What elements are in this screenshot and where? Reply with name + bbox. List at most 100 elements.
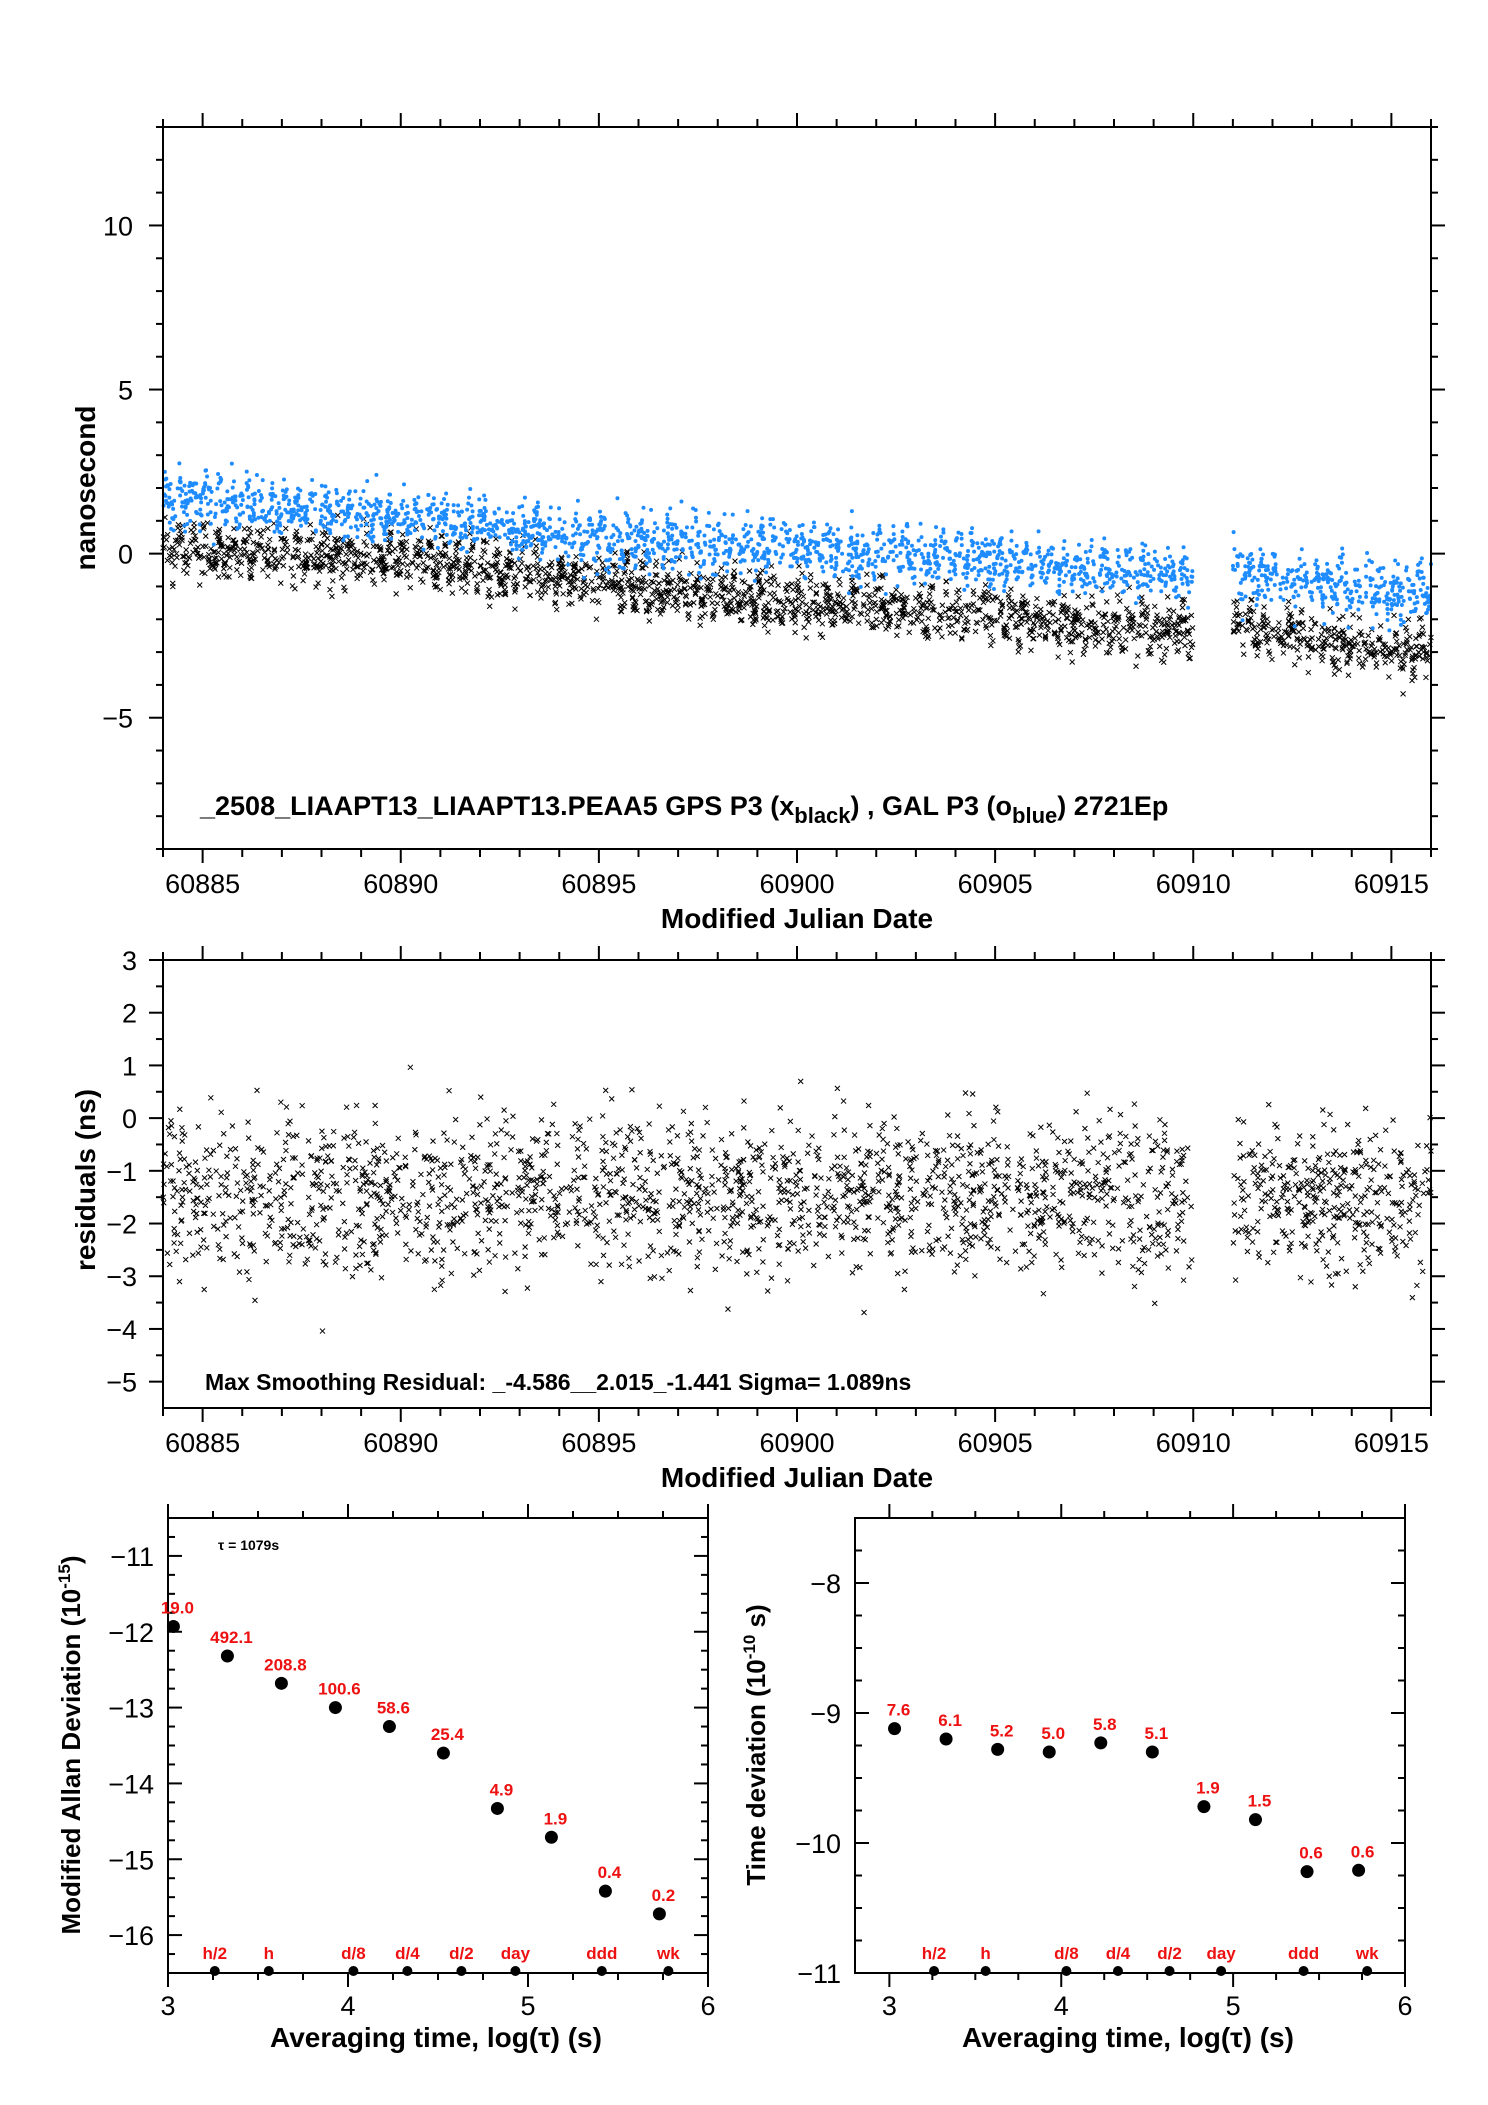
gps-point	[1419, 624, 1426, 631]
gps-point	[560, 590, 567, 597]
gal-point	[824, 560, 829, 565]
gal-point	[730, 512, 735, 517]
gal-point	[1088, 549, 1093, 554]
gal-point	[520, 547, 525, 552]
gal-point	[723, 534, 728, 539]
gps-point	[1397, 658, 1404, 665]
gal-point	[1057, 572, 1062, 577]
gal-point	[1309, 590, 1314, 595]
gps-point	[180, 567, 187, 574]
gal-point	[237, 522, 242, 527]
gal-point	[1393, 579, 1398, 584]
gps-point	[992, 594, 998, 600]
gal-point	[1364, 594, 1369, 599]
gal-point	[943, 539, 948, 544]
residual-point	[851, 1132, 858, 1138]
gps-point	[1182, 642, 1188, 649]
gps-point	[572, 560, 579, 567]
gal-point	[458, 531, 463, 536]
gal-point	[167, 495, 172, 500]
gal-point	[1012, 556, 1017, 561]
gps-point	[1181, 596, 1188, 603]
gps-point	[1060, 605, 1067, 612]
gps-point	[819, 620, 826, 627]
top-caption-sub-black: black	[794, 803, 851, 828]
gal-point	[183, 504, 188, 509]
gal-point	[916, 538, 921, 543]
top-x-tick-label: 60910	[1156, 869, 1231, 899]
gps-point	[1345, 653, 1351, 659]
gal-point	[829, 565, 834, 570]
gal-point	[670, 566, 675, 571]
gal-point	[1148, 579, 1153, 584]
gal-point	[406, 529, 411, 534]
gal-point	[477, 497, 482, 502]
gps-point	[1297, 641, 1303, 648]
gal-point	[412, 502, 417, 507]
gps-point	[314, 550, 320, 556]
residual-point	[592, 1227, 599, 1233]
gal-point	[805, 545, 810, 550]
gps-point	[787, 609, 794, 615]
gps-point	[511, 560, 518, 566]
gal-point	[891, 524, 896, 529]
gal-point	[321, 523, 326, 528]
gps-point	[327, 568, 333, 574]
gps-point	[1232, 612, 1238, 619]
gal-point	[431, 517, 436, 522]
gal-point	[1165, 569, 1170, 574]
gal-point	[918, 521, 923, 526]
gal-point	[959, 531, 964, 536]
gal-point	[247, 514, 252, 519]
gps-point	[1067, 649, 1074, 656]
gps-point	[1174, 648, 1181, 655]
gps-point	[596, 555, 602, 562]
gal-point	[665, 542, 670, 547]
gal-point	[746, 530, 751, 535]
gps-point	[650, 579, 657, 586]
gal-point	[887, 538, 892, 543]
gal-point	[1240, 597, 1245, 602]
gps-point	[305, 555, 312, 561]
gps-point	[1006, 635, 1013, 642]
gps-point	[211, 564, 218, 570]
gps-point	[837, 581, 843, 588]
gps-point	[1393, 638, 1400, 645]
gal-point	[665, 512, 670, 517]
gal-point	[965, 571, 970, 576]
residual-point	[644, 1166, 651, 1173]
gal-point	[1296, 593, 1301, 598]
gal-point	[374, 497, 379, 502]
gps-point	[1296, 654, 1303, 661]
gal-point	[1360, 600, 1365, 605]
gps-point	[1355, 655, 1362, 661]
gps-point	[1045, 627, 1051, 634]
gal-point	[990, 577, 995, 582]
gps-point	[682, 601, 689, 608]
gal-point	[711, 527, 716, 532]
gal-point	[844, 567, 849, 572]
gal-point	[1416, 569, 1421, 574]
gps-point	[844, 608, 851, 615]
gal-point	[308, 492, 313, 497]
gal-point	[419, 509, 424, 514]
gps-point	[898, 591, 905, 598]
gal-point	[522, 495, 527, 500]
gal-point	[1133, 601, 1138, 606]
gps-point	[334, 536, 340, 543]
gal-point	[357, 502, 362, 507]
residual-point	[459, 1144, 466, 1151]
gal-point	[847, 559, 852, 564]
gal-point	[661, 539, 666, 544]
gps-point	[900, 615, 906, 621]
gps-point	[300, 577, 306, 584]
gps-point	[1240, 651, 1247, 658]
gal-point	[1152, 549, 1157, 554]
gal-point	[660, 546, 665, 551]
gps-point	[1365, 632, 1372, 639]
residual-point	[1054, 1134, 1061, 1141]
gps-point	[464, 580, 471, 586]
gal-point	[1259, 560, 1264, 565]
gps-point	[1071, 607, 1078, 613]
gps-point	[237, 572, 244, 579]
